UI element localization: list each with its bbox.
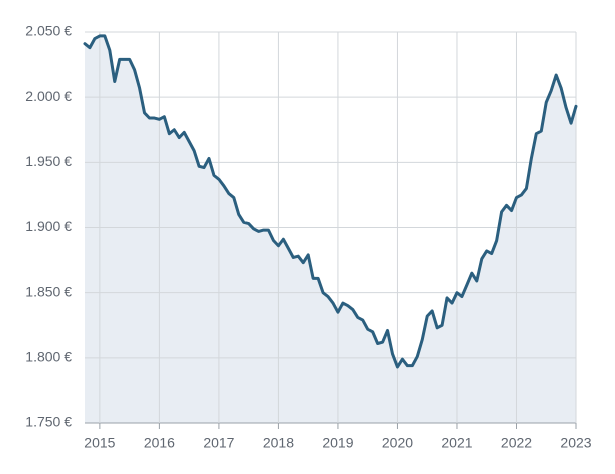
x-tick-label: 2023 bbox=[560, 435, 591, 451]
y-tick-label: 1.750 € bbox=[25, 414, 72, 430]
x-tick-label: 2022 bbox=[501, 435, 532, 451]
y-tick-label: 1.950 € bbox=[25, 153, 72, 169]
line bbox=[83, 34, 578, 369]
x-tick-label: 2018 bbox=[263, 435, 294, 451]
y-tick-label: 2.050 € bbox=[25, 23, 72, 39]
area bbox=[85, 35, 576, 423]
x-tick-label: 2019 bbox=[322, 435, 353, 451]
x-tick-label: 2021 bbox=[441, 435, 472, 451]
x-tick-label: 2015 bbox=[84, 435, 115, 451]
y-tick-label: 1.850 € bbox=[25, 283, 72, 299]
y-tick-label: 1.900 € bbox=[25, 218, 72, 234]
x-tick-label: 2016 bbox=[144, 435, 175, 451]
y-tick-label: 1.800 € bbox=[25, 349, 72, 365]
x-tick-label: 2017 bbox=[203, 435, 234, 451]
x-tick-label: 2020 bbox=[382, 435, 413, 451]
y-tick-label: 2.000 € bbox=[25, 88, 72, 104]
